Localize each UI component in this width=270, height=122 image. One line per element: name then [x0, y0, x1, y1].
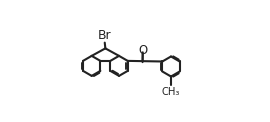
Text: Br: Br	[98, 29, 112, 42]
Text: O: O	[138, 44, 147, 57]
Text: CH₃: CH₃	[162, 86, 180, 97]
